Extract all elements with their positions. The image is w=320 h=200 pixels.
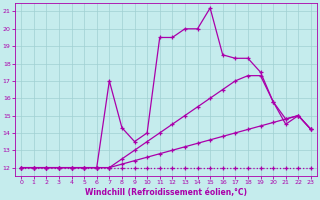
- X-axis label: Windchill (Refroidissement éolien,°C): Windchill (Refroidissement éolien,°C): [85, 188, 247, 197]
